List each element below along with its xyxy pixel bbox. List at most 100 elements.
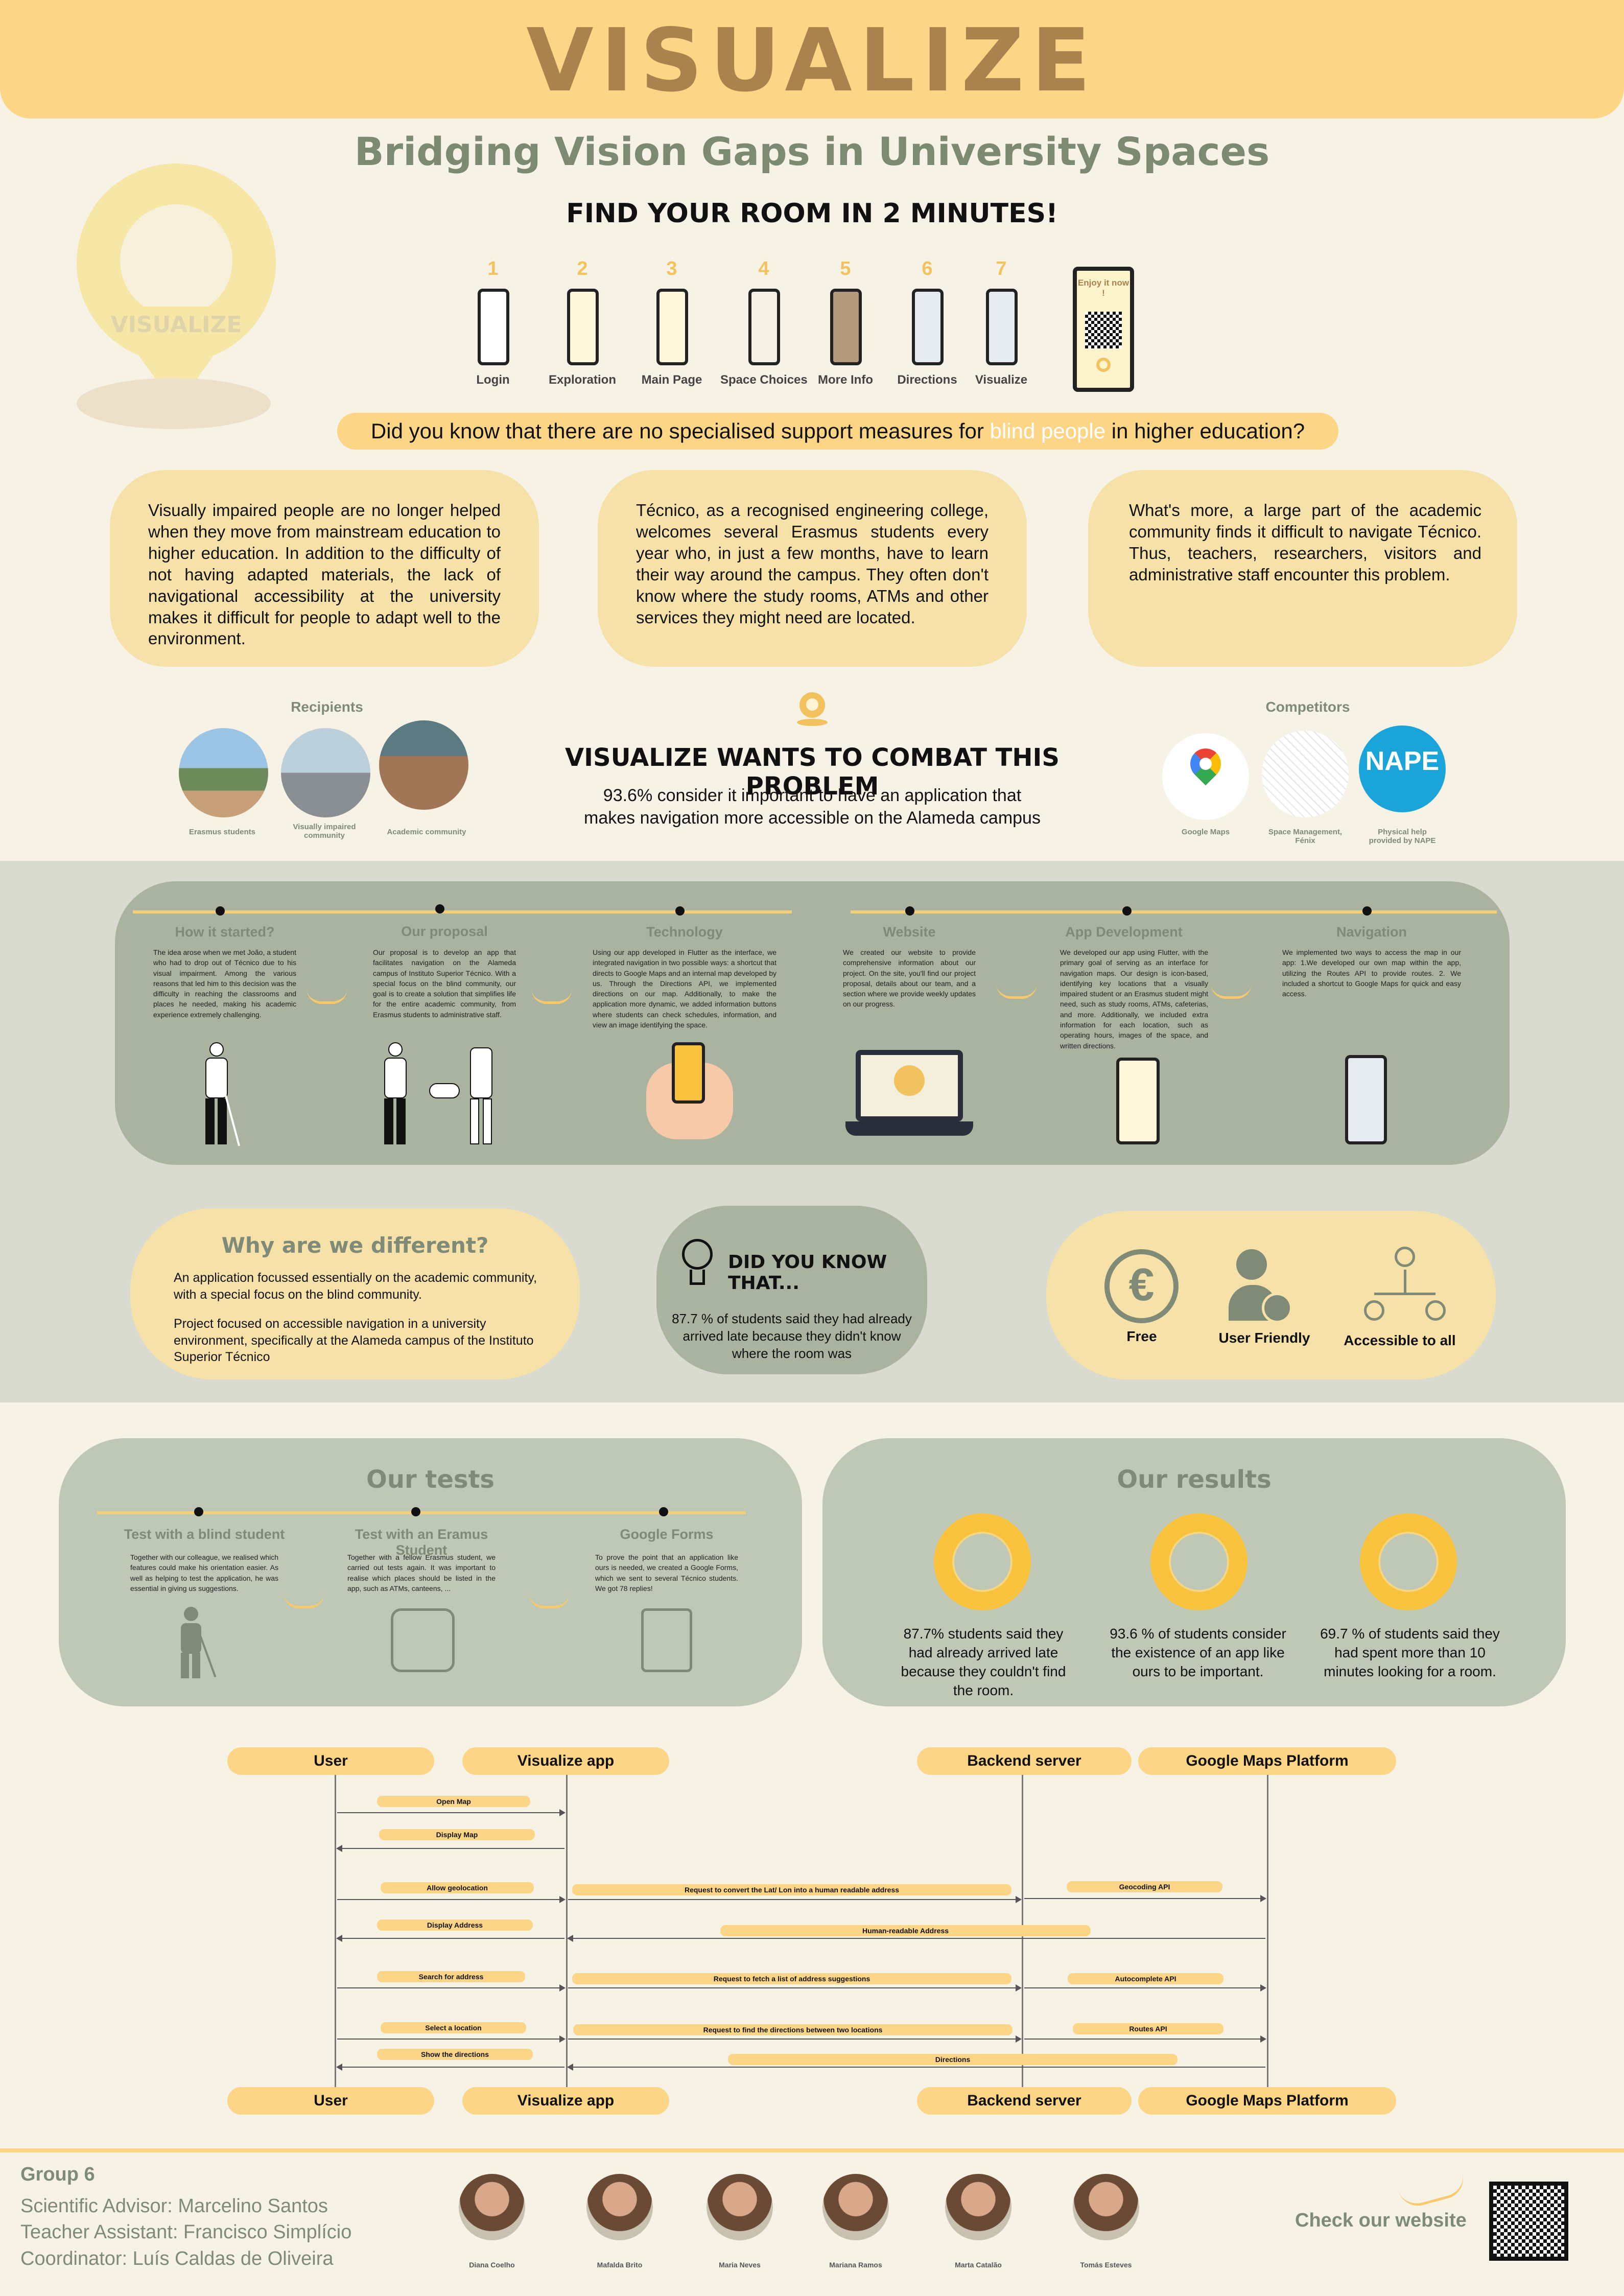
step-5: 5 More Info: [818, 258, 873, 387]
tests-title: Our tests: [366, 1465, 495, 1494]
team-name: Maria Neves: [719, 2261, 761, 2269]
header-banner: [0, 0, 1624, 119]
avatar: [945, 2174, 1011, 2240]
google-maps-icon: [1162, 733, 1249, 820]
actor-app-top: Visualize app: [462, 1747, 669, 1775]
arrow-autocomplete: [1024, 1984, 1266, 1992]
arrow-directions: [567, 2064, 1265, 2071]
arrow-icon: [284, 1593, 324, 1608]
lifeline-user: [335, 1775, 336, 2088]
footer-coordinator: Coordinator: Luís Caldas de Oliveira: [20, 2248, 334, 2269]
step-6: 6 Directions: [897, 258, 957, 387]
result-text-3: 69.7 % of students said they had spent m…: [1320, 1626, 1500, 1679]
avatar: [586, 2174, 653, 2240]
network-icon: [1361, 1247, 1448, 1331]
team-name: Diana Coelho: [469, 2261, 515, 2269]
msg-routes: Routes API: [1073, 2023, 1223, 2034]
pin-icon: [1096, 358, 1111, 372]
avatar: [822, 2174, 889, 2240]
pin-icon: [797, 692, 828, 728]
footer-group: Group 6: [20, 2164, 95, 2185]
arrow-req-convert: [568, 1896, 1022, 1903]
actor-backend-top: Backend server: [917, 1747, 1132, 1775]
msg-allow-geo: Allow geolocation: [381, 1882, 534, 1893]
team-name: Marta Catalão: [955, 2261, 1002, 2269]
recipients-title: Recipients: [291, 699, 363, 715]
result-donut-3: [1360, 1513, 1457, 1610]
step-2: 2 Exploration: [548, 258, 616, 387]
arrow-geocoding: [1024, 1895, 1266, 1902]
msg-search-addr: Search for address: [377, 1971, 525, 1982]
group-meeting-icon: [391, 1608, 455, 1672]
phone-icon: [748, 289, 780, 365]
euro-icon: €: [1104, 1249, 1179, 1323]
msg-display-map: Display Map: [379, 1829, 535, 1840]
results-title: Our results: [1117, 1465, 1272, 1494]
step-3: 3 Main Page: [641, 258, 702, 387]
proposal-illustration-icon: [378, 1042, 516, 1144]
msg-req-dir: Request to find the directions between t…: [573, 2024, 1013, 2035]
arrow-icon: [1211, 983, 1252, 999]
step-7: 7 Visualize: [975, 258, 1028, 387]
actor-user-top: User: [227, 1747, 434, 1775]
msg-select-loc: Select a location: [381, 2022, 526, 2033]
result-donut-1: [934, 1513, 1031, 1610]
msg-human-addr: Human-readable Address: [720, 1925, 1091, 1936]
arrow-req-dir: [568, 2035, 1022, 2043]
msg-show-dir: Show the directions: [377, 2049, 533, 2060]
phone-icon: [912, 289, 944, 365]
combat-text: 93.6% consider it important to have an a…: [584, 786, 1041, 828]
competitor-label-1: Google Maps: [1181, 828, 1230, 836]
competitors-title: Competitors: [1265, 699, 1350, 715]
msg-req-fetch: Request to fetch a list of address sugge…: [572, 1973, 1011, 1984]
different-box: Why are we different? An application foc…: [130, 1208, 580, 1379]
hand-phone-icon: [646, 1042, 738, 1144]
map-phone-icon: [1345, 1055, 1387, 1144]
phone-icon: [830, 289, 862, 365]
avatar: [707, 2174, 773, 2240]
logo-text: VISUALIZE: [110, 312, 242, 338]
arrow-display-map: [336, 1845, 564, 1852]
academic-photo: [379, 720, 468, 810]
steps-row: 1 Login 2 Exploration 3 Main Page 4 Spac…: [460, 258, 1124, 396]
arrow-icon: [529, 1593, 570, 1608]
arrow-select-loc: [337, 2035, 566, 2043]
feature-accessible: Accessible to all: [1344, 1332, 1456, 1348]
blind-walker-icon: [174, 1607, 220, 1678]
qr-code-icon: [1085, 312, 1122, 348]
laptop-icon: [845, 1050, 973, 1142]
lightbulb-icon: [677, 1234, 718, 1290]
recipient-label-1: Erasmus students: [189, 828, 256, 836]
qr-code-icon[interactable]: [1489, 2182, 1568, 2261]
avatar: [459, 2174, 525, 2240]
question-bar: Did you know that there are no specialis…: [337, 413, 1338, 450]
timeline-line-left: [133, 910, 792, 913]
phone-icon: [656, 289, 688, 365]
lifeline-gmaps: [1267, 1775, 1268, 2088]
info-box-2: Técnico, as a recognised engineering col…: [598, 470, 1027, 667]
avatar: [1073, 2174, 1139, 2240]
arrow-show-dir: [336, 2064, 564, 2071]
timeline-card: [115, 881, 1510, 1165]
msg-autocomplete: Autocomplete API: [1068, 1973, 1223, 1984]
check-website-link[interactable]: Check our website: [1295, 2210, 1467, 2231]
qr-phone[interactable]: Enjoy it now !: [1073, 267, 1134, 392]
lifeline-app: [566, 1775, 568, 2088]
msg-display-addr: Display Address: [377, 1919, 533, 1931]
arrow-open-map: [337, 1809, 566, 1816]
impaired-photo: [281, 728, 370, 817]
erasmus-photo: [179, 728, 268, 817]
feature-user-friendly: User Friendly: [1218, 1330, 1310, 1346]
actor-gmaps-bottom: Google Maps Platform: [1138, 2087, 1396, 2115]
logo-pin-icon: VISUALIZE: [77, 163, 276, 429]
actor-user-bottom: User: [227, 2087, 434, 2115]
arrow-routes: [1024, 2035, 1266, 2043]
info-box-3: What's more, a large part of the academi…: [1088, 470, 1517, 667]
footer-divider: [0, 2148, 1624, 2152]
clipboard-icon: [641, 1608, 692, 1672]
recipient-label-3: Academic community: [387, 828, 466, 836]
competitor-label-2: Space Management, Fénix: [1268, 828, 1343, 845]
actor-gmaps-top: Google Maps Platform: [1138, 1747, 1396, 1775]
arrow-search-addr: [337, 1984, 566, 1992]
msg-geocoding: Geocoding API: [1067, 1881, 1222, 1892]
